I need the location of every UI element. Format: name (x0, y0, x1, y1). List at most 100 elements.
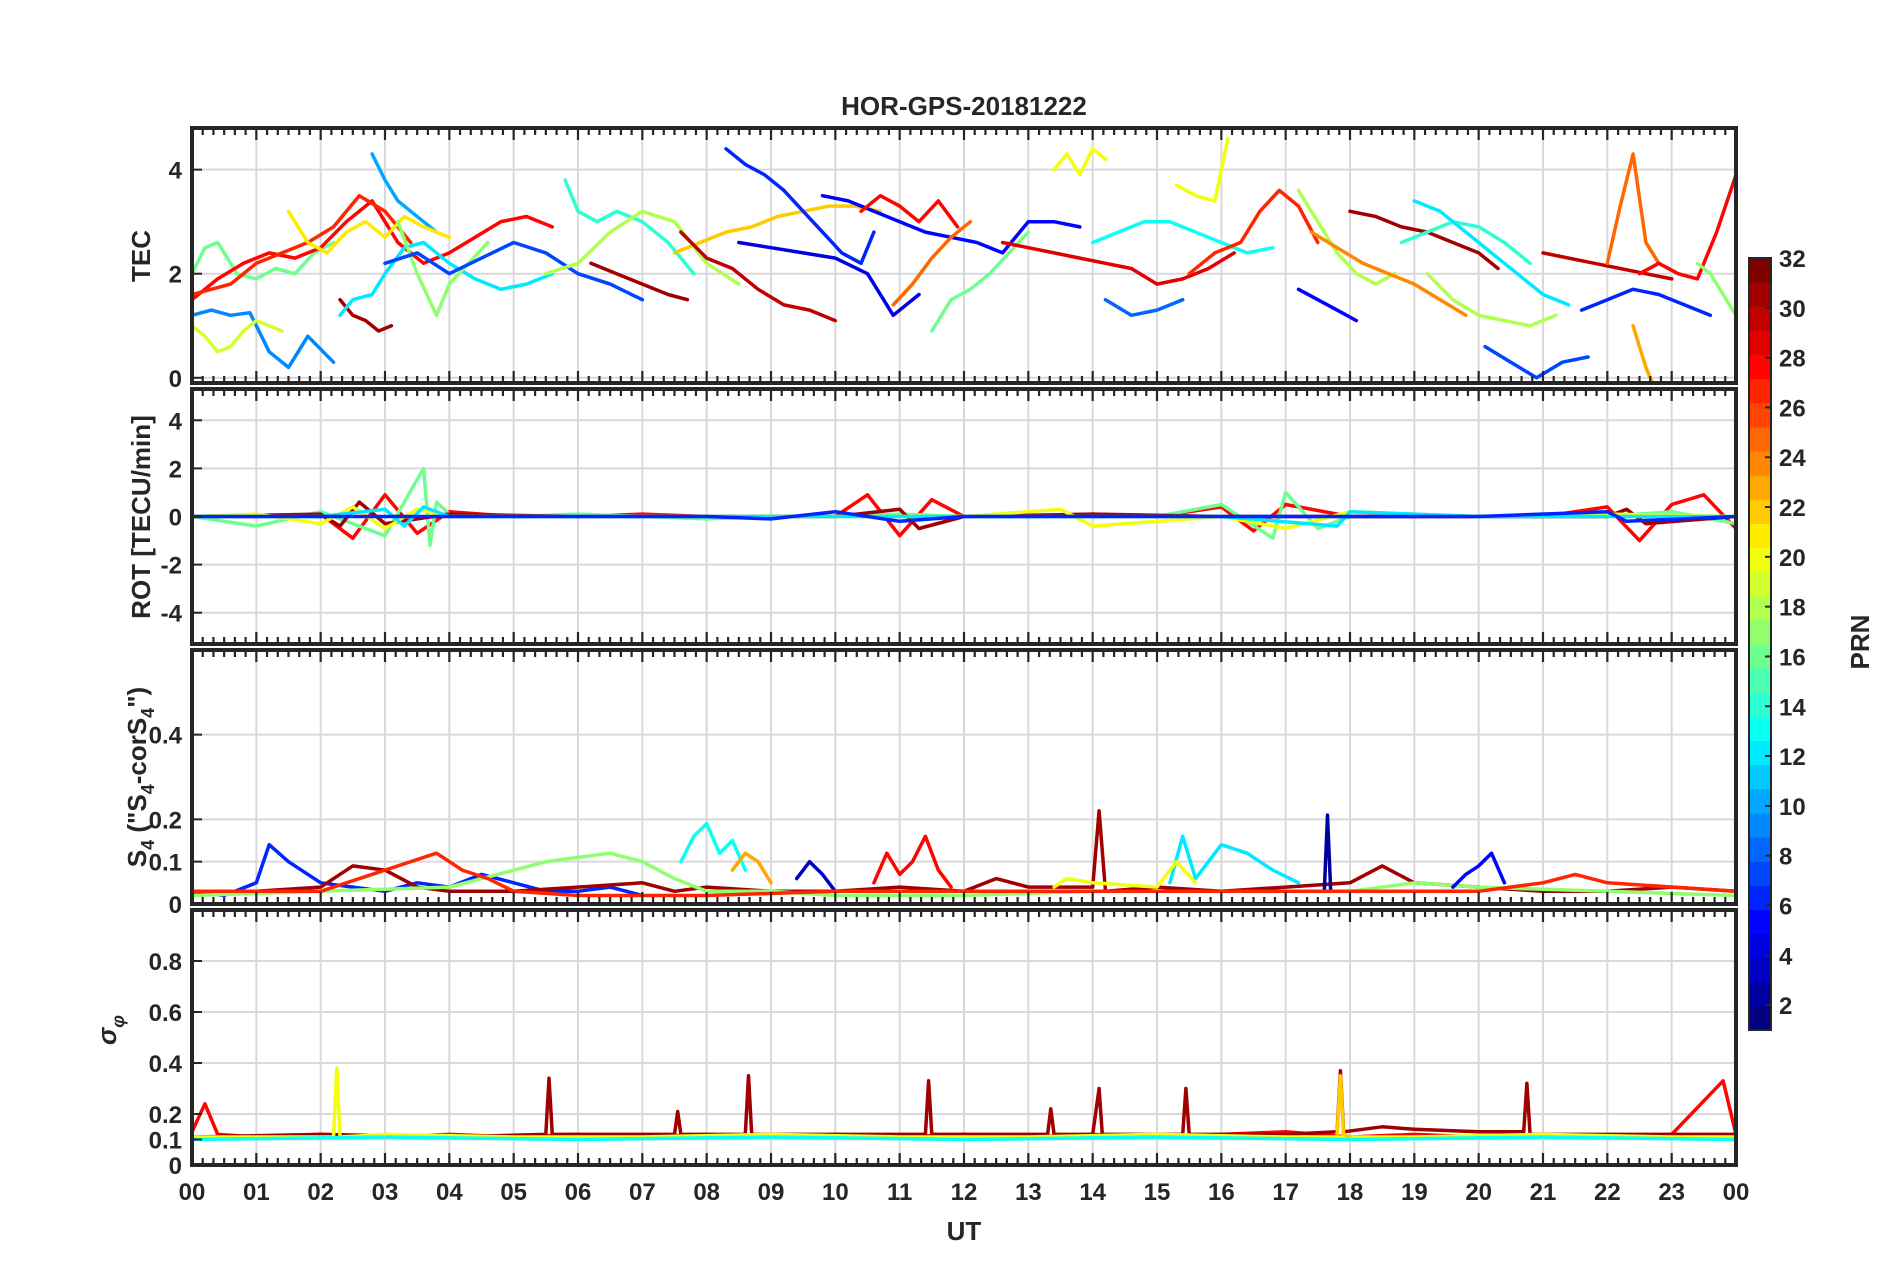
colorbar-tick-label: 30 (1779, 296, 1806, 323)
series-line-prn-30 (679, 230, 838, 323)
panel-s4: 0 0.1 0.2 0.4 S4 ("S4-corS4") (122, 648, 1738, 919)
yticks-sigma_phi: 00.10.2 0.4 0.6 0.8 (149, 949, 202, 1180)
series-line-prn-27 (192, 851, 1736, 898)
colorbar-band (1749, 933, 1771, 959)
colorbar-band (1749, 692, 1771, 717)
colorbar-band (1749, 837, 1771, 862)
colorbar-band (1749, 788, 1771, 814)
frame-tec (190, 126, 1738, 385)
series-line-prn-18 (1296, 188, 1397, 286)
colorbar-tick-label: 2 (1779, 993, 1792, 1020)
grid-sigma_phi (191, 910, 1737, 1166)
x-tick-label: 00 (179, 1179, 206, 1206)
x-tick-label: 19 (1401, 1179, 1428, 1206)
yticks-rot: -4 -2 0 2 4 (161, 408, 202, 628)
x-tick-label: 04 (436, 1179, 463, 1206)
colorbar-tick-label: 24 (1779, 445, 1806, 472)
yticks-tec: 0 2 4 (169, 158, 202, 393)
colorbar-band (1749, 716, 1771, 742)
x-tick-label: 15 (1144, 1179, 1171, 1206)
colorbar-tick-label: 32 (1779, 246, 1806, 273)
x-tick-label: 10 (822, 1179, 849, 1206)
series-line-prn-21 (286, 209, 452, 255)
frame-s4 (190, 648, 1738, 906)
series-line-prn-23 (730, 851, 773, 885)
series-line-prn-12 (1168, 834, 1301, 885)
y-tick-label: 4 (169, 158, 183, 185)
y-tick-label: 0 (169, 505, 182, 532)
series-line-prn-14 (1399, 219, 1532, 266)
x-tick-label: 06 (565, 1179, 592, 1206)
series-line-prn-13 (679, 821, 748, 872)
y-tick-label: 0.2 (149, 1102, 182, 1129)
colorbar-band (1749, 378, 1771, 404)
x-tick-label: 20 (1465, 1179, 1492, 1206)
chart-title: HOR-GPS-20181222 (841, 91, 1087, 121)
y-tick-label: 2 (169, 262, 182, 289)
colorbar-band (1749, 861, 1771, 886)
colorbar-band (1749, 1005, 1771, 1031)
y-tick-label: 2 (169, 456, 182, 483)
series-sigma_phi (192, 1066, 1736, 1142)
x-tick-labels: 00 01 02 03 04 05 06 07 08 09 10 11 12 13 14 15 16 17 18 19… (179, 1179, 1750, 1206)
ylabel-sigma_phi: σφ (92, 1015, 128, 1045)
series-line-prn-7 (383, 240, 645, 302)
colorbar-band (1749, 258, 1771, 283)
colorbar-band (1749, 644, 1771, 669)
series-line-prn-19 (192, 318, 284, 354)
colorbar-tick-label: 22 (1779, 495, 1806, 522)
colorbar-tick-label: 6 (1779, 893, 1792, 920)
series-line-prn-6 (724, 147, 876, 266)
series-line-prn-17 (192, 851, 1736, 898)
colorbar-band (1749, 426, 1771, 452)
series-line-prn-31 (589, 261, 690, 302)
colorbar-band (1749, 764, 1771, 790)
series-line-prn-28 (872, 834, 953, 889)
colorbar-tick-label: 16 (1779, 644, 1806, 671)
series-line-prn-6 (1579, 287, 1713, 318)
series-line-prn-23 (1631, 324, 1655, 383)
series-line-prn-2 (1322, 813, 1333, 894)
series-line-prn-25 (1605, 152, 1661, 266)
colorbar-tick-label: 14 (1779, 694, 1806, 721)
x-tick-label: 16 (1208, 1179, 1235, 1206)
series-rot (192, 466, 1736, 548)
colorbar-band (1749, 547, 1771, 573)
frame-sigma_phi (190, 908, 1738, 1167)
y-tick-label: 0.6 (149, 1000, 182, 1027)
series-line-prn-30 (1541, 251, 1674, 281)
y-tick-label: 0.8 (149, 949, 182, 976)
colorbar-tick-label: 4 (1779, 943, 1793, 970)
colorbar-band (1749, 595, 1771, 621)
y-tick-label: 0 (169, 892, 182, 919)
panel-sigma_phi: 00.10.2 0.4 0.6 0.8 σφ (92, 908, 1738, 1180)
colorbar-band (1749, 909, 1771, 935)
x-tick-label: 03 (372, 1179, 399, 1206)
colorbar-band (1749, 981, 1771, 1007)
y-tick-label: 4 (169, 408, 183, 435)
series-line-prn-28 (859, 193, 960, 229)
series-line-prn-6 (192, 509, 1736, 524)
series-line-prn-17 (396, 219, 490, 318)
colorbar-band (1749, 282, 1771, 307)
colorbar-band (1749, 330, 1771, 356)
series-s4 (192, 809, 1736, 898)
series-line-prn-31 (338, 297, 394, 333)
colorbar-label: PRN (1845, 615, 1875, 670)
series-line-prn-13 (192, 1135, 1736, 1142)
y-tick-label: 0.4 (149, 1051, 183, 1078)
grid-s4 (191, 650, 1737, 905)
colorbar-band (1749, 475, 1771, 500)
ylabel-tec: TEC (126, 230, 156, 282)
y-tick-label: 0.2 (149, 807, 182, 834)
series-line-prn-17 (1695, 261, 1736, 318)
x-tick-label: 17 (1272, 1179, 1299, 1206)
y-tick-label: -4 (161, 601, 183, 628)
colorbar-band (1749, 451, 1771, 476)
series-line-prn-29 (1000, 240, 1236, 286)
series-line-prn-5 (820, 193, 1082, 255)
series-line-prn-28 (192, 199, 555, 302)
x-tick-label: 18 (1337, 1179, 1364, 1206)
series-line-prn-24 (1309, 230, 1468, 318)
